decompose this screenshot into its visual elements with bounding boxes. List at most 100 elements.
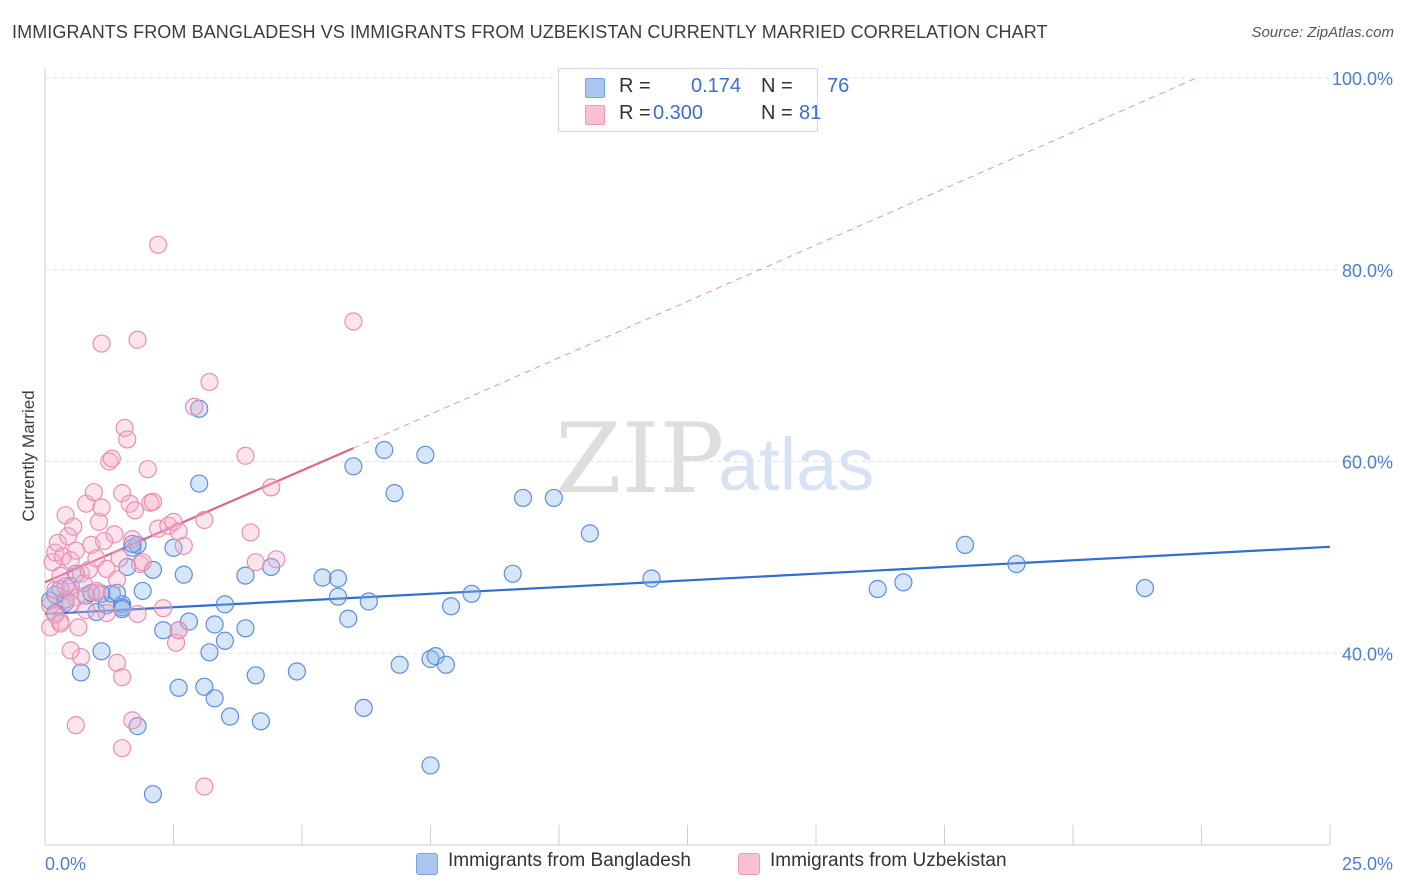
data-point-uzbekistan: [61, 551, 80, 570]
legend-label-uzbekistan: Immigrants from Uzbekistan: [770, 850, 1007, 871]
data-point-bangladesh: [143, 785, 163, 804]
legend-swatch-bangladesh: [585, 78, 605, 98]
y-tick-label: 60.0%: [1342, 453, 1393, 473]
data-point-uzbekistan: [105, 525, 124, 544]
data-point-uzbekistan: [112, 668, 132, 687]
data-point-uzbekistan: [100, 452, 119, 471]
data-point-uzbekistan: [195, 777, 214, 796]
data-point-bangladesh: [544, 488, 563, 508]
data-point-uzbekistan: [246, 553, 265, 572]
data-point-bangladesh: [580, 524, 599, 543]
data-point-bangladesh: [71, 663, 91, 682]
chart-title: IMMIGRANTS FROM BANGLADESH VS IMMIGRANTS…: [12, 22, 1048, 42]
data-point-uzbekistan: [128, 330, 147, 349]
data-point-uzbekistan: [66, 716, 85, 735]
data-point-uzbekistan: [66, 588, 85, 607]
data-point-bangladesh: [174, 565, 193, 584]
axes: [44, 68, 1331, 846]
r-label: R =: [619, 102, 651, 124]
data-point-bangladesh: [195, 677, 214, 696]
data-point-uzbekistan: [95, 531, 114, 551]
data-points: [41, 235, 1155, 804]
trend-lines: [44, 77, 1331, 616]
data-point-bangladesh: [205, 689, 224, 708]
data-point-bangladesh: [107, 583, 127, 602]
data-point-uzbekistan: [143, 492, 163, 511]
data-point-bangladesh: [313, 568, 332, 587]
trend-extension-1: [353, 77, 1197, 449]
data-point-uzbekistan: [123, 530, 142, 549]
data-point-uzbekistan: [169, 621, 188, 640]
data-point-bangladesh: [92, 584, 111, 603]
y-tick-label: 100.0%: [1332, 69, 1393, 89]
data-point-uzbekistan: [69, 618, 88, 637]
data-point-uzbekistan: [102, 449, 121, 468]
data-point-bangladesh: [123, 534, 142, 554]
data-point-uzbekistan: [87, 581, 106, 601]
data-point-uzbekistan: [59, 527, 78, 546]
y-tick-label: 40.0%: [1342, 644, 1393, 664]
data-point-bangladesh: [220, 707, 240, 726]
data-point-bangladesh: [416, 445, 435, 464]
legend-label-bangladesh: Immigrants from Bangladesh: [448, 850, 691, 871]
r-label: R =: [619, 75, 651, 97]
data-point-uzbekistan: [46, 580, 65, 600]
data-point-bangladesh: [215, 631, 234, 650]
data-point-uzbekistan: [51, 614, 70, 633]
tick-labels: 40.0% 60.0% 80.0% 100.0% 0.0% 25.0%: [45, 69, 1393, 874]
data-point-bangladesh: [200, 643, 219, 662]
data-point-bangladesh: [190, 474, 209, 493]
data-point-uzbekistan: [92, 334, 111, 353]
data-point-bangladesh: [868, 579, 887, 599]
data-point-uzbekistan: [107, 653, 127, 672]
data-point-bangladesh: [894, 573, 913, 592]
data-point-bangladesh: [441, 597, 461, 616]
data-point-uzbekistan: [56, 577, 75, 596]
data-point-uzbekistan: [148, 235, 168, 254]
data-point-uzbekistan: [118, 430, 137, 449]
data-point-uzbekistan: [241, 523, 260, 542]
data-point-uzbekistan: [110, 549, 129, 568]
data-point-uzbekistan: [200, 372, 219, 392]
data-point-uzbekistan: [61, 594, 80, 613]
n-label: N =: [761, 75, 793, 97]
x-tick-label-max: 25.0%: [1342, 854, 1393, 874]
data-point-bangladesh: [112, 600, 132, 619]
data-point-uzbekistan: [154, 599, 173, 618]
data-point-bangladesh: [421, 756, 440, 775]
data-point-bangladesh: [955, 535, 975, 555]
data-point-bangladesh: [375, 440, 394, 460]
data-point-uzbekistan: [184, 397, 204, 416]
data-point-bangladesh: [236, 619, 255, 638]
data-point-uzbekistan: [267, 550, 286, 569]
data-point-uzbekistan: [148, 519, 168, 538]
data-point-bangladesh: [513, 488, 533, 508]
data-point-bangladesh: [133, 581, 152, 601]
data-point-uzbekistan: [195, 510, 214, 530]
r-value: 0.174: [691, 75, 742, 97]
data-point-bangladesh: [462, 584, 481, 603]
data-point-uzbekistan: [97, 603, 116, 623]
data-point-bangladesh: [154, 621, 173, 640]
trend-line-1: [44, 447, 354, 584]
data-point-bangladesh: [328, 569, 348, 588]
data-point-bangladesh: [1135, 578, 1155, 598]
n-value: 81: [799, 102, 822, 124]
data-point-uzbekistan: [133, 553, 152, 572]
data-point-uzbekistan: [174, 536, 193, 555]
data-point-bangladesh: [169, 678, 188, 697]
data-point-uzbekistan: [64, 517, 83, 536]
data-point-bangladesh: [246, 666, 265, 685]
y-tick-label: 80.0%: [1342, 261, 1393, 281]
data-point-bangladesh: [215, 595, 234, 614]
data-point-uzbekistan: [128, 604, 147, 624]
data-point-uzbekistan: [66, 541, 85, 560]
data-point-bangladesh: [436, 655, 456, 674]
data-point-bangladesh: [385, 484, 404, 503]
data-point-bangladesh: [287, 662, 306, 681]
data-point-uzbekistan: [123, 711, 142, 730]
legend-swatch-uzbekistan: [585, 105, 605, 125]
data-point-uzbekistan: [61, 641, 80, 660]
y-axis-label: Currently Married: [19, 390, 38, 521]
